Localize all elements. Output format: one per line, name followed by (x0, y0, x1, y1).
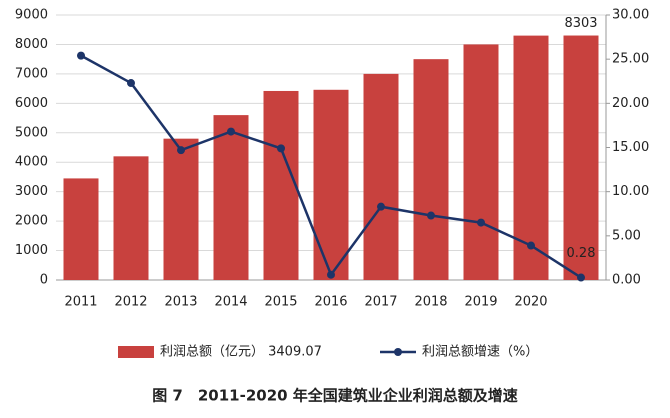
bar (563, 35, 599, 280)
line-point (277, 144, 285, 153)
legend-swatch (118, 346, 154, 358)
y-tick-label: 2000 (15, 214, 48, 229)
data-label: 0.28 (567, 246, 596, 261)
legend-label: 利润总额（亿元） 3409.07 (160, 345, 322, 360)
y-tick-label: 1000 (15, 243, 48, 258)
line-point (427, 211, 435, 220)
y2-tick-label: 0.00 (612, 273, 641, 288)
y2-tick-label: 5.00 (612, 228, 641, 243)
legend-label: 利润总额增速（%） (422, 345, 538, 360)
bar (113, 156, 149, 280)
chart-title: 图 7 2011-2020 年全国建筑业企业利润总额及增速 (152, 387, 518, 405)
x-tick-label: 2014 (214, 295, 247, 310)
bar (63, 178, 99, 280)
x-tick-label: 2012 (114, 295, 147, 310)
y2-tick-label: 30.00 (612, 8, 649, 23)
bar (213, 115, 249, 280)
bar (313, 89, 349, 281)
y-tick-label: 6000 (15, 96, 48, 111)
x-tick-label: 2016 (314, 295, 347, 310)
line-point (577, 273, 585, 282)
y2-tick-label: 10.00 (612, 184, 649, 199)
y-tick-label: 4000 (15, 155, 48, 170)
x-tick-label: 2020 (514, 295, 547, 310)
y-tick-label: 8000 (15, 37, 48, 52)
bar (163, 138, 199, 280)
line-point (377, 202, 385, 211)
y-tick-label: 0 (40, 273, 48, 288)
data-label: 8303 (564, 16, 597, 31)
line-point (127, 79, 135, 88)
x-tick-label: 2017 (364, 295, 397, 310)
y-tick-label: 9000 (15, 8, 48, 23)
y2-tick-label: 20.00 (612, 96, 649, 111)
line-point (477, 218, 485, 227)
y-tick-label: 7000 (15, 66, 48, 81)
line-point (177, 146, 185, 155)
y-tick-label: 3000 (15, 184, 48, 199)
bar (413, 59, 449, 280)
line-point (327, 270, 335, 279)
bar (363, 73, 399, 280)
y2-tick-label: 25.00 (612, 52, 649, 67)
x-tick-label: 2019 (464, 295, 497, 310)
bar (263, 90, 299, 280)
x-tick-label: 2015 (264, 295, 297, 310)
line-point (227, 127, 235, 136)
y-tick-label: 5000 (15, 125, 48, 140)
x-tick-label: 2011 (64, 295, 97, 310)
x-tick-label: 2018 (414, 295, 447, 310)
legend-swatch (394, 348, 402, 356)
bar (463, 44, 499, 280)
y2-tick-label: 15.00 (612, 140, 649, 155)
line-point (527, 241, 535, 250)
line-point (77, 51, 85, 60)
x-tick-label: 2013 (164, 295, 197, 310)
